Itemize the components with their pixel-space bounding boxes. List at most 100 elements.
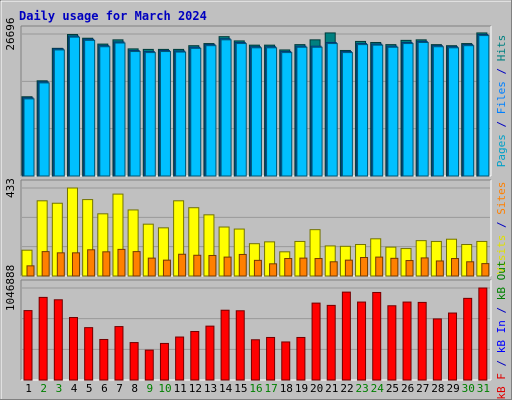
bar-visits-sites [253,259,262,277]
x-tick-label: 17 [265,382,278,395]
bar-kbytes-kb-f [53,299,63,381]
bar-kbytes-kb-f [235,310,245,381]
bar-kbytes-kb-f [448,312,458,381]
x-tick-label: 3 [56,382,63,395]
bar-kbytes-kb-f [432,318,442,381]
bar-visits-sites [299,257,308,277]
bar-visits-sites [329,261,338,277]
bar-kbytes-kb-f [38,296,48,381]
x-tick-label: 10 [158,382,171,395]
panel-hits: 26696 Pages / Files / Hits [4,17,508,177]
bar-visits-sites [208,254,217,277]
y-label-part: Files [495,81,508,114]
bar-kbytes-kb-f [190,330,200,381]
bar-kbytes-kb-f [175,336,185,381]
x-tick-label: 25 [386,382,399,395]
x-tick-label: 2 [40,382,47,395]
bar-visits-sites [390,257,399,277]
panel-hits-max-label: 26696 [4,17,17,50]
bar-kbytes-kb-f [341,291,351,381]
bar-visits-sites [87,249,96,277]
chart-panels: 26696 Pages / Files / Hits 433 Visits / Sit… [4,17,508,399]
y-label-part: / [495,61,508,81]
bar-kbytes-kb-f [205,325,215,381]
bar-hits-pages [372,44,384,177]
bar-visits-sites [162,259,171,277]
panel-visits-max-label: 433 [4,178,17,198]
x-tick-label: 26 [401,382,414,395]
bar-visits-sites [435,260,444,277]
bar-kbytes-kb-f [159,342,169,381]
bar-hits-pages [53,49,65,177]
bar-visits-sites [26,265,35,277]
x-tick-label: 18 [280,382,293,395]
y-label-part: Hits [495,35,508,62]
x-tick-label: 28 [431,382,444,395]
bar-hits-pages [84,39,96,177]
bar-visits-sites [375,256,384,277]
x-tick-label: 24 [371,382,385,395]
bar-visits-sites [269,263,278,277]
panel-kbytes-y-label: kB F / kB In / kB Out [495,260,508,399]
x-tick-label: 29 [446,382,459,395]
x-axis-day-labels: 1 2 3 4 5 6 7 8 9 10 11 12 13 14 15 16 17 18 19 20 21 22 23 24 2… [25,382,490,395]
bar-hits-pages [341,52,353,177]
bar-hits-pages [205,45,217,177]
bar-kbytes-kb-f [372,291,382,381]
bar-hits-pages [266,47,278,177]
x-tick-label: 31 [477,382,490,395]
bar-hits-pages [68,36,80,177]
panel-visits-y-label: Visits / Sites [495,182,508,275]
bar-visits-sites [238,253,247,277]
bar-hits-pages [38,82,50,177]
panel-hits-y-label: Pages / Files / Hits [495,35,508,168]
bar-visits-sites [420,257,429,277]
y-label-part: Sites [495,182,508,215]
bar-hits-pages [23,98,35,177]
y-label-part: / [495,353,508,373]
bar-hits-pages [357,44,369,177]
bar-visits-sites [344,259,353,277]
bar-kbytes-kb-f [463,297,473,381]
bar-kbytes-kb-f [144,349,154,381]
bar-hits-pages [478,35,490,177]
x-tick-label: 9 [147,382,154,395]
bar-kbytes-kb-f [326,304,336,381]
bar-hits-pages [448,47,460,177]
x-tick-label: 4 [71,382,78,395]
bar-visits-sites [56,252,65,277]
bar-visits-sites [451,258,460,277]
x-tick-label: 23 [356,382,369,395]
y-label-part: kB F [495,373,508,400]
y-label-part: / [495,114,508,134]
x-tick-label: 21 [325,382,338,395]
y-label-part: kB In [495,320,508,353]
bar-visits-sites [117,248,126,277]
bar-kbytes-kb-f [417,301,427,381]
bar-kbytes-kb-f [250,339,260,381]
x-tick-label: 6 [101,382,108,395]
bar-kbytes-kb-f [129,342,139,381]
bar-visits-sites [466,261,475,277]
x-tick-label: 5 [86,382,93,395]
bar-kbytes-kb-f [220,309,230,381]
bar-hits-pages [144,52,156,177]
bar-kbytes-kb-f [99,338,109,381]
x-tick-label: 8 [131,382,138,395]
x-tick-label: 14 [219,382,233,395]
bar-hits-pages [250,47,262,177]
bar-hits-pages [432,46,444,177]
x-tick-label: 7 [116,382,123,395]
panel-kbytes-max-label: 1046888 [4,265,17,311]
bar-kbytes-kb-f [357,301,367,381]
x-tick-label: 12 [189,382,202,395]
x-tick-label: 11 [174,382,187,395]
bar-visits-sites [284,258,293,277]
bar-visits-sites [481,263,490,277]
bar-hits-pages [463,45,475,177]
bar-hits-pages [235,43,247,177]
panel-kbytes: 1046888 kB F / kB In / kB Out [4,260,508,399]
bar-visits-sites [71,252,80,277]
y-label-part: / [495,215,508,235]
